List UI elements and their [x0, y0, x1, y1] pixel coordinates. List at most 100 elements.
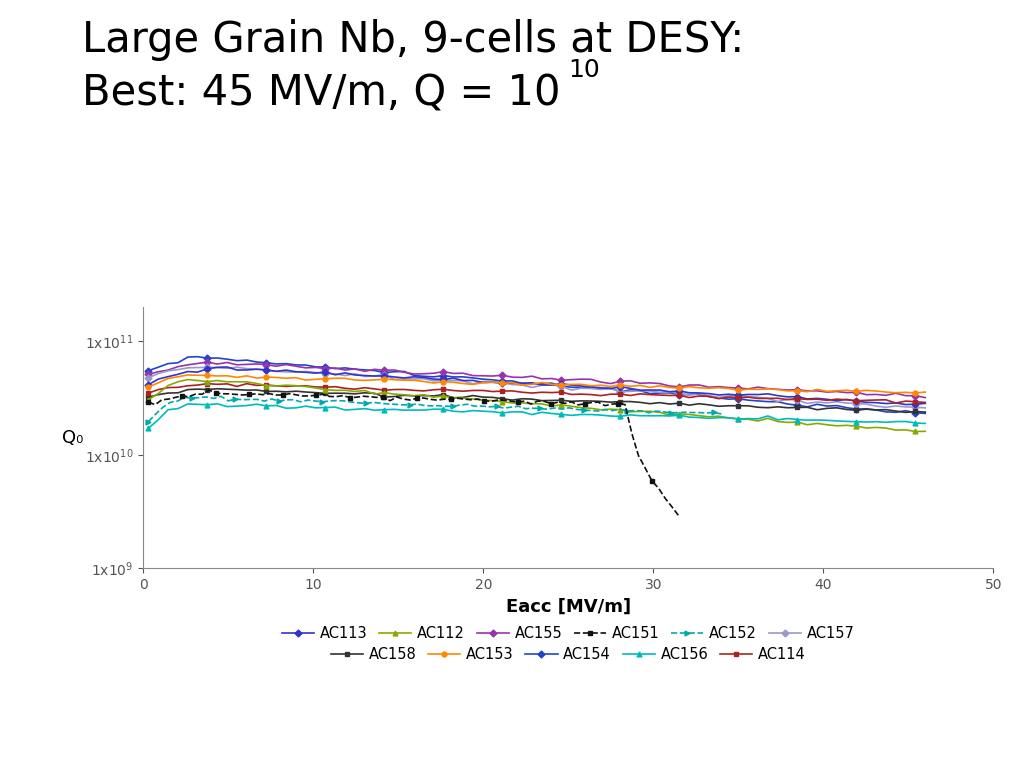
AC114: [497, 386, 509, 396]
AC113: [614, 382, 627, 391]
AC153: [920, 388, 932, 397]
AC152: [541, 405, 553, 414]
AC113: [899, 400, 911, 409]
AC114: [841, 396, 853, 405]
AC152: [490, 402, 503, 411]
AC114: [890, 399, 902, 408]
AC156: [625, 410, 637, 419]
AC155: [653, 379, 666, 388]
AC152: [215, 392, 227, 401]
AC113: [653, 386, 666, 395]
Text: Best: 45 MV/m, Q = 10: Best: 45 MV/m, Q = 10: [82, 73, 560, 115]
AC155: [683, 380, 695, 389]
AC114: [241, 379, 253, 389]
AC114: [142, 389, 155, 398]
AC157: [920, 403, 932, 412]
Line: AC113: AC113: [146, 365, 928, 407]
AC151: [492, 396, 504, 405]
AC158: [625, 397, 637, 406]
AC114: [653, 390, 666, 399]
AC114: [683, 393, 695, 402]
AC112: [614, 405, 627, 414]
AC154: [497, 376, 509, 386]
AC151: [618, 400, 631, 409]
AC158: [211, 384, 223, 393]
AC153: [683, 382, 695, 391]
AC156: [683, 412, 695, 422]
AC154: [142, 366, 155, 376]
Legend: AC158, AC153, AC154, AC156, AC114: AC158, AC153, AC154, AC156, AC114: [325, 641, 812, 667]
Text: Q₀: Q₀: [62, 429, 84, 447]
Line: AC158: AC158: [146, 386, 928, 415]
AC153: [497, 379, 509, 388]
AC151: [673, 511, 685, 521]
AC154: [614, 387, 627, 396]
AC151: [465, 396, 477, 405]
AC152: [715, 409, 727, 419]
AC113: [142, 380, 155, 389]
AC152: [142, 417, 155, 426]
AC113: [625, 384, 637, 393]
AC154: [625, 386, 637, 395]
AC153: [614, 380, 627, 389]
Line: AC154: AC154: [146, 354, 928, 415]
AC157: [841, 399, 853, 408]
AC152: [519, 404, 531, 413]
AC112: [653, 408, 666, 417]
AC154: [841, 403, 853, 412]
AC156: [211, 399, 223, 409]
AC158: [841, 405, 853, 414]
AC157: [497, 379, 509, 388]
Line: AC114: AC114: [146, 381, 928, 406]
AC155: [920, 393, 932, 402]
AC153: [841, 386, 853, 395]
AC112: [142, 395, 155, 404]
AC156: [497, 409, 509, 418]
AC151: [142, 398, 155, 407]
AC112: [841, 421, 853, 430]
AC154: [653, 389, 666, 398]
AC157: [683, 390, 695, 399]
AC155: [497, 371, 509, 380]
AC112: [497, 397, 509, 406]
AC113: [683, 388, 695, 397]
X-axis label: Eacc [MV/m]: Eacc [MV/m]: [506, 598, 631, 616]
Line: AC112: AC112: [146, 377, 928, 434]
AC154: [920, 409, 932, 418]
AC153: [653, 381, 666, 390]
AC158: [920, 408, 932, 417]
Line: AC157: AC157: [146, 365, 928, 410]
AC157: [614, 387, 627, 396]
AC156: [841, 417, 853, 426]
AC112: [683, 410, 695, 419]
AC158: [142, 392, 155, 402]
Line: AC155: AC155: [146, 359, 928, 400]
AC153: [625, 382, 637, 391]
AC153: [181, 370, 194, 379]
AC151: [203, 386, 215, 395]
AC156: [653, 411, 666, 420]
AC156: [614, 412, 627, 421]
AC113: [920, 399, 932, 408]
AC157: [230, 362, 243, 372]
AC113: [841, 395, 853, 404]
AC112: [181, 375, 194, 384]
AC155: [142, 369, 155, 379]
AC152: [403, 400, 416, 409]
AC156: [920, 419, 932, 428]
AC158: [653, 398, 666, 407]
AC157: [142, 373, 155, 382]
AC113: [221, 362, 233, 372]
AC151: [384, 396, 396, 406]
AC112: [920, 427, 932, 436]
AC154: [683, 390, 695, 399]
AC153: [909, 389, 922, 398]
AC112: [625, 407, 637, 416]
Text: Large Grain Nb, 9-cells at DESY:: Large Grain Nb, 9-cells at DESY:: [82, 19, 744, 61]
AC154: [191, 352, 204, 361]
AC155: [202, 358, 214, 367]
Text: 10: 10: [568, 58, 600, 81]
AC155: [614, 376, 627, 386]
AC158: [497, 394, 509, 403]
AC155: [625, 376, 637, 386]
